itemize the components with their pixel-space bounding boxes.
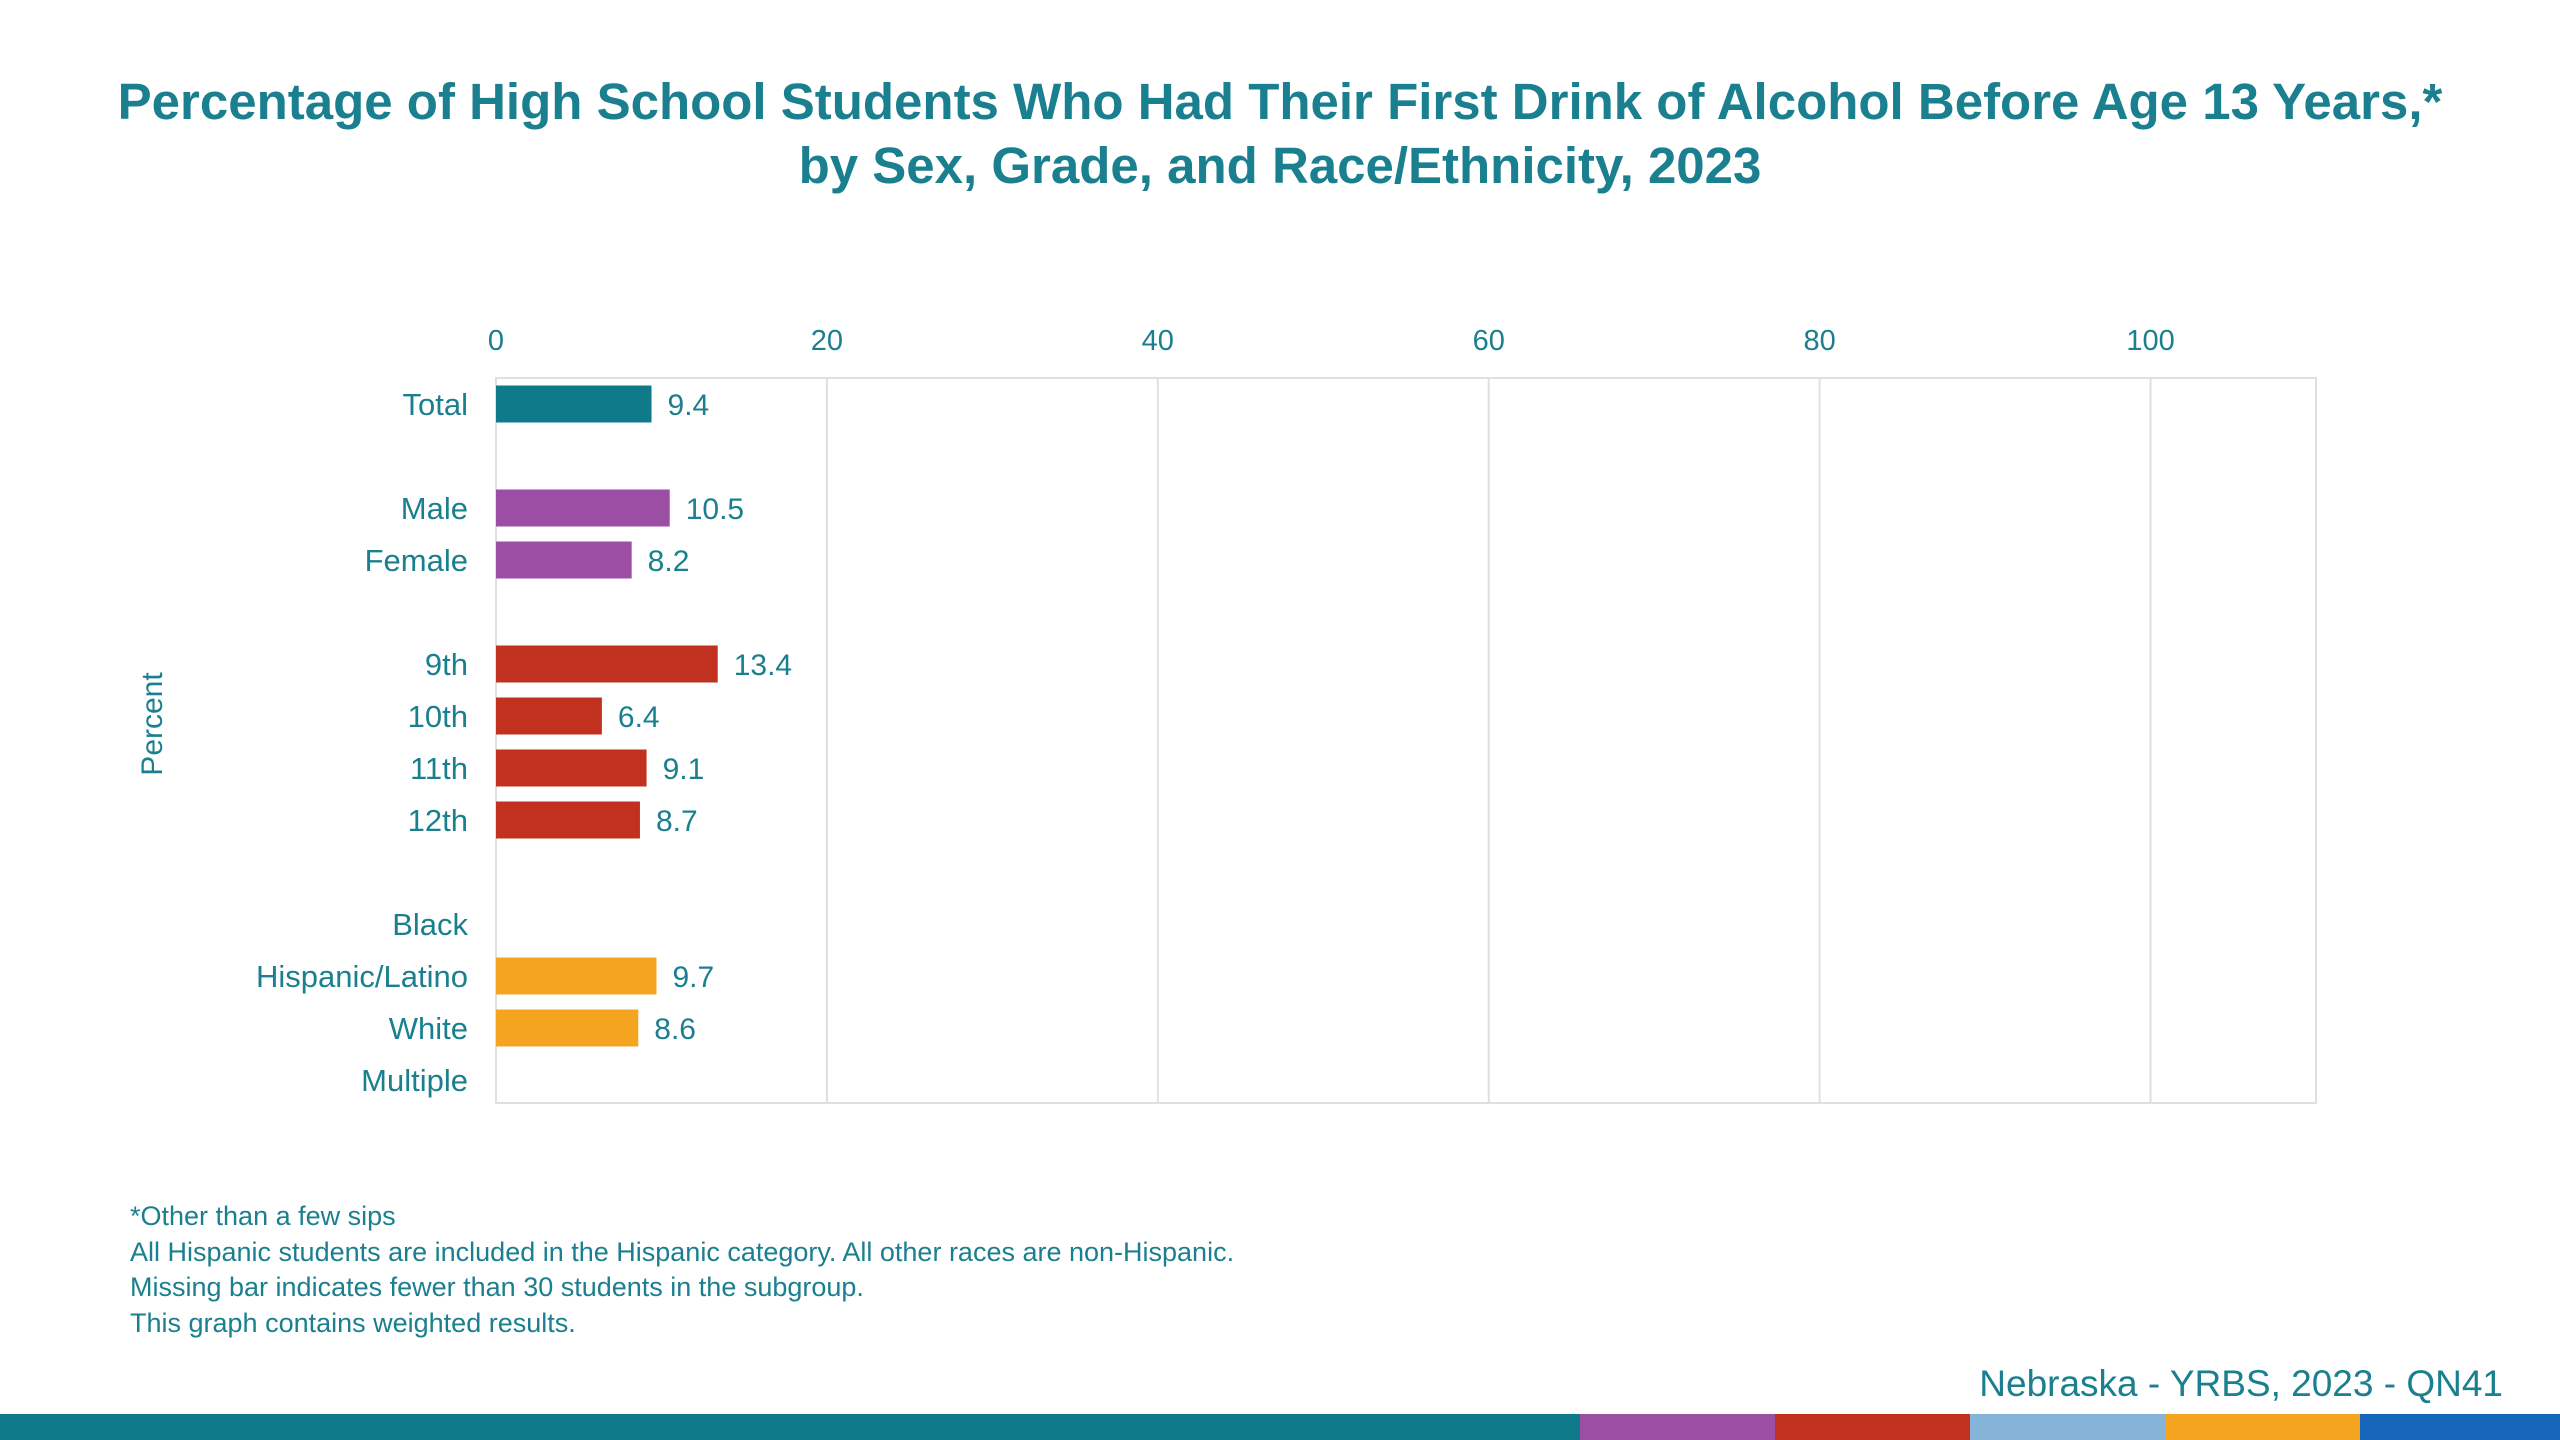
data-label: 10.5: [686, 493, 744, 526]
chart-title: Percentage of High School Students Who H…: [117, 73, 2443, 194]
bar: [496, 801, 640, 839]
y-axis-title: Percent: [136, 672, 169, 776]
footer-segment: [0, 1414, 1580, 1440]
footnote-3: Missing bar indicates fewer than 30 stud…: [130, 1272, 864, 1302]
bar: [496, 645, 718, 683]
data-label: 9.4: [668, 389, 710, 422]
footnote-2: All Hispanic students are included in th…: [130, 1236, 1235, 1267]
category-label: Multiple: [361, 1063, 468, 1098]
category-label: Hispanic/Latino: [256, 959, 468, 994]
bar: [496, 489, 670, 527]
category-label: White: [389, 1011, 468, 1046]
data-label: 8.6: [654, 1013, 696, 1046]
category-label: Female: [365, 543, 468, 578]
category-label: 11th: [410, 751, 468, 786]
data-label: 6.4: [618, 701, 660, 734]
bar-chart: 0 20 40 60 80 100 Total 9.4 Male 10.5 Female 8.2 9th…: [136, 325, 2317, 1104]
bar: [496, 541, 632, 579]
category-label: 9th: [425, 647, 468, 682]
data-label: 8.7: [656, 805, 698, 838]
footer-segment: [1580, 1414, 1775, 1440]
data-label: 9.7: [672, 961, 714, 994]
footnotes: *Other than a few sips All Hispanic stud…: [130, 1199, 1234, 1341]
footer-segment: [1970, 1414, 2165, 1440]
footer-segment: [1775, 1414, 1970, 1440]
bar: [496, 957, 657, 995]
x-tick-label: 100: [2126, 325, 2174, 357]
plot-frame: [495, 377, 2317, 1104]
source-label: Nebraska - YRBS, 2023 - QN41: [1979, 1363, 2503, 1404]
category-label: 10th: [408, 699, 468, 734]
category-label: Total: [403, 387, 468, 422]
bar: [496, 749, 647, 787]
data-label: 13.4: [734, 649, 792, 682]
footnote-4: This graph contains weighted results.: [130, 1307, 576, 1338]
x-tick-label: 60: [1473, 325, 1505, 357]
x-tick-label: 40: [1142, 325, 1174, 357]
footer-color-bar: [0, 1414, 2560, 1440]
category-label: Black: [392, 907, 468, 942]
bar: [496, 385, 652, 423]
footer-segment: [2360, 1414, 2560, 1440]
data-label: 8.2: [648, 545, 690, 578]
bar: [496, 697, 602, 735]
footnote-1: *Other than a few sips: [130, 1201, 396, 1231]
x-tick-label: 0: [488, 325, 504, 357]
category-label: 12th: [408, 803, 468, 838]
bar: [496, 1009, 639, 1047]
data-label: 9.1: [663, 753, 705, 786]
footer-segment: [2165, 1414, 2360, 1440]
x-tick-label: 80: [1804, 325, 1836, 357]
category-label: Male: [401, 491, 468, 526]
x-tick-label: 20: [811, 325, 843, 357]
